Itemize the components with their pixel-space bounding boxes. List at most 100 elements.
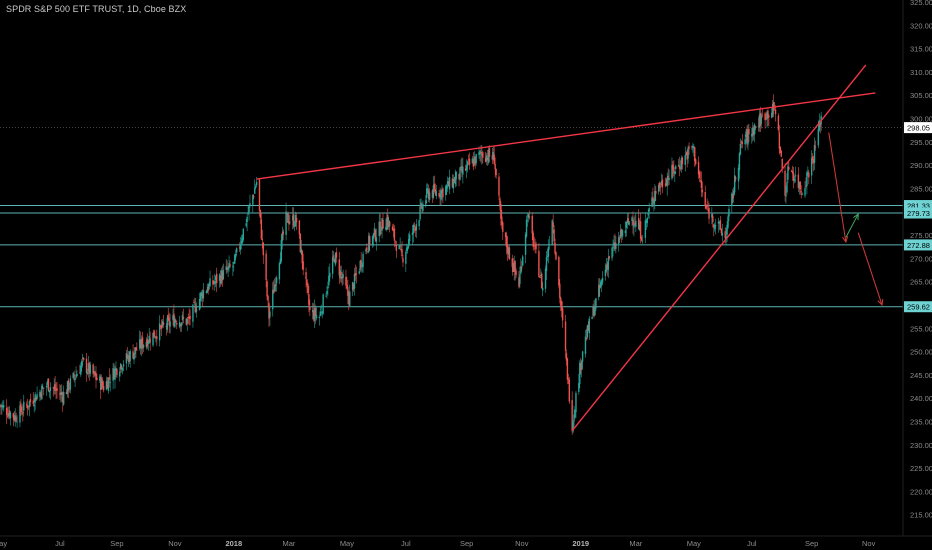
- candle-body: [515, 270, 517, 275]
- candle-body: [675, 166, 677, 170]
- y-tick-label: 295.00: [910, 138, 932, 147]
- candle-body: [136, 349, 138, 351]
- candle-body: [272, 289, 274, 310]
- x-tick-label: Nov: [862, 539, 876, 548]
- candle-body: [201, 293, 204, 299]
- candle-body: [113, 369, 115, 380]
- candle-body: [737, 167, 740, 182]
- candle-body: [595, 298, 597, 309]
- candle-body: [302, 261, 304, 270]
- candle-body: [115, 367, 117, 371]
- candle-body: [534, 244, 536, 246]
- candle-body: [535, 243, 537, 250]
- candle-body: [315, 315, 318, 319]
- candle-body: [278, 263, 281, 280]
- candle-body: [206, 289, 208, 293]
- candle-body: [319, 311, 321, 316]
- candle-body: [379, 221, 381, 235]
- candle-body: [533, 244, 535, 247]
- candle-body: [565, 353, 568, 361]
- candle-body: [254, 188, 256, 194]
- candle-body: [329, 272, 331, 278]
- candle-body: [89, 364, 91, 374]
- candle-body: [648, 207, 650, 212]
- level-price-badge: [904, 207, 932, 219]
- candle-body: [46, 380, 49, 386]
- candle-body: [233, 261, 235, 264]
- candle-body: [361, 265, 363, 267]
- candle-body: [346, 284, 348, 288]
- candle-body: [26, 405, 29, 409]
- candle-body: [466, 161, 469, 166]
- candle-body: [488, 148, 491, 157]
- level-price-text: 259.62: [907, 303, 930, 312]
- candle-body: [309, 306, 311, 311]
- candle-body: [279, 258, 282, 265]
- candle-body: [159, 326, 162, 327]
- candle-body: [240, 241, 243, 244]
- candle-body: [0, 405, 2, 407]
- candle-body: [172, 315, 174, 321]
- candle-body: [657, 185, 660, 192]
- candle-body: [39, 391, 41, 397]
- candle-body: [593, 306, 595, 317]
- candle-body: [446, 181, 449, 185]
- candle-body: [441, 189, 443, 194]
- candle-body: [180, 322, 183, 327]
- y-tick-label: 255.00: [910, 324, 932, 333]
- candle-body: [620, 229, 623, 236]
- x-axis[interactable]: May Jul Sep Nov 2018 Mar May Jul Sep Nov 2019 Mar Ma…: [0, 539, 876, 548]
- candle-body: [659, 187, 662, 189]
- candle-body: [767, 110, 769, 118]
- candle-body: [335, 252, 338, 258]
- candle-body: [607, 258, 609, 270]
- candle-body: [41, 385, 43, 400]
- candle-body: [393, 228, 396, 241]
- candle-body: [713, 224, 715, 228]
- candle-body: [699, 180, 702, 182]
- candle-body: [366, 247, 368, 251]
- candle-body: [792, 173, 795, 181]
- candle-body: [207, 286, 209, 292]
- candle-body: [498, 176, 500, 196]
- candle-body: [300, 248, 302, 254]
- candle-body: [460, 166, 462, 168]
- candle-body: [307, 283, 309, 293]
- candle-body: [605, 264, 608, 272]
- candle-body: [638, 223, 641, 231]
- candle-body: [641, 240, 644, 242]
- candle-body: [522, 256, 524, 266]
- candle-body: [227, 267, 229, 270]
- candle-body: [209, 278, 211, 287]
- candle-body: [20, 403, 22, 412]
- candle-body: [725, 236, 727, 240]
- candle-body: [474, 156, 476, 165]
- candle-body: [348, 294, 350, 305]
- candle-body: [178, 322, 181, 327]
- candle-body: [13, 415, 15, 420]
- candle-body: [81, 361, 83, 366]
- candle-body: [2, 405, 4, 408]
- candle-body: [600, 280, 603, 285]
- candle-body: [452, 178, 455, 189]
- y-axis[interactable]: 215.00 220.00 225.00 230.00 235.00 240.00 245.…: [910, 0, 932, 520]
- candle-body: [519, 274, 521, 284]
- candle-body: [382, 219, 384, 229]
- level-price-text: 272.88: [907, 241, 930, 250]
- arrow-head: [853, 213, 859, 221]
- candle-body: [502, 222, 504, 232]
- x-tick-label: Sep: [805, 539, 818, 548]
- candle-body: [269, 311, 271, 318]
- candle-body: [139, 339, 142, 349]
- candle-body: [353, 273, 356, 289]
- candle-body: [43, 387, 45, 389]
- candle-body: [804, 188, 806, 196]
- candle-body: [158, 323, 161, 341]
- candle-body: [428, 192, 431, 200]
- candle-body: [100, 379, 103, 390]
- candle-body: [72, 372, 74, 379]
- candle-body: [671, 165, 673, 179]
- candle-body: [166, 317, 168, 330]
- candle-body: [36, 394, 38, 399]
